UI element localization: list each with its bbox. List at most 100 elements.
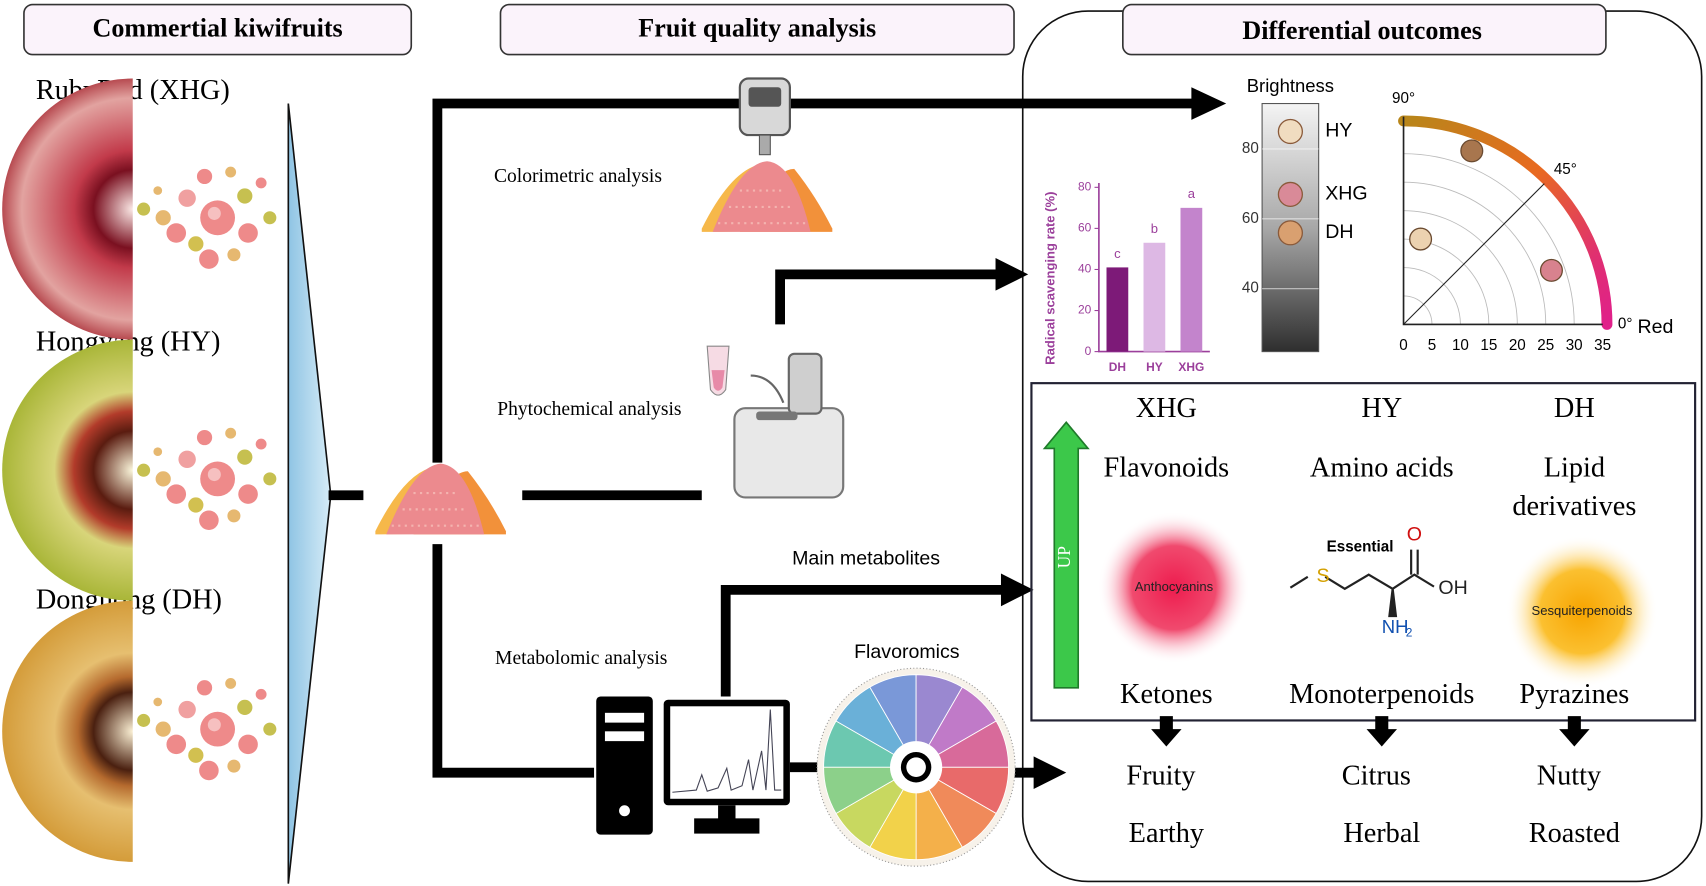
particles: [137, 427, 277, 531]
powder-pile: [374, 462, 508, 536]
y-tick-label: 80: [1242, 140, 1259, 157]
flow-line: [720, 584, 1004, 697]
down-arrow: [1151, 716, 1182, 747]
metabolite-class: Lipid: [1544, 453, 1605, 484]
analysis-label: Colorimetric analysis: [494, 166, 662, 187]
hue-arc: [1398, 115, 1613, 330]
significance-label: b: [1151, 221, 1158, 236]
compound-label: Anthocyanins: [1135, 579, 1214, 594]
point-label: HY: [1325, 120, 1352, 142]
brightness-point: [1277, 118, 1304, 145]
x-tick-label: 20: [1509, 337, 1526, 354]
y-tick-label: 40: [1078, 262, 1092, 276]
x-tick-label: HY: [1146, 360, 1163, 374]
y-axis-label: Radical scavenging rate (%): [1042, 192, 1057, 365]
x-tick-label: 0: [1399, 337, 1407, 354]
metabolite-box: [1030, 382, 1697, 722]
y-tick-label: 60: [1078, 221, 1092, 235]
point-label: DH: [1325, 221, 1353, 243]
flavor-label: Fruity: [1126, 761, 1196, 792]
flavor-label: Roasted: [1529, 818, 1620, 849]
brightness-point: [1277, 220, 1304, 246]
metabolite-class: Flavonoids: [1104, 453, 1230, 484]
x-tick-label: 5: [1428, 337, 1436, 354]
compound-label: Essential: [1327, 538, 1394, 555]
methionine: [1289, 549, 1435, 618]
metabolite-class: derivatives: [1512, 491, 1636, 522]
powder-pile: [700, 160, 834, 234]
analysis-label: Phytochemical analysis: [497, 399, 681, 420]
y-tick-label: 60: [1242, 210, 1259, 227]
cultivar-heading: HY: [1361, 393, 1402, 424]
spectrophotometer: [706, 345, 845, 499]
arrow-head: [1033, 756, 1067, 789]
kiwi-gold: [2, 600, 133, 862]
atom-label: OH: [1438, 577, 1467, 599]
metabolite-class: Amino acids: [1310, 453, 1454, 484]
x-tick-label: XHG: [1178, 360, 1204, 374]
up-arrow: [1042, 421, 1090, 689]
compound-blob: [1505, 535, 1659, 688]
compound-blob: [1097, 511, 1251, 664]
flavor-label: Nutty: [1537, 761, 1602, 792]
header-title: Commertial kiwifruits: [93, 14, 343, 43]
x-axis-label: Red: [1637, 316, 1673, 338]
plate: [906, 757, 926, 778]
analysis-label: Metabolomic analysis: [495, 648, 667, 669]
arrow-head: [995, 258, 1029, 291]
flow-line: [775, 269, 999, 325]
y-tick-label: 20: [1078, 303, 1092, 317]
flow-line: [432, 544, 595, 778]
down-arrow: [1366, 716, 1398, 747]
outcome-columns: XHG Flavonoids Anthocyanins Ketones Fruity Ea…: [1097, 393, 1659, 849]
outcomes-panel: [1021, 10, 1703, 883]
atom-label: NH: [1382, 616, 1409, 637]
up-label: UP: [1054, 546, 1074, 568]
flavor-label: Earthy: [1129, 818, 1205, 849]
y-tick-label: 40: [1242, 280, 1259, 297]
flavor-wheel: [816, 667, 1016, 867]
cultivar-heading: XHG: [1136, 393, 1197, 424]
brightness-chart: Brightness 40 60 80 HY XHG DH: [1242, 75, 1368, 353]
kiwi-green: [2, 339, 133, 601]
angle-label: 90°: [1392, 90, 1415, 107]
significance-label: a: [1188, 186, 1196, 201]
flavor-label: Citrus: [1342, 761, 1411, 792]
x-tick-label: 30: [1566, 337, 1583, 354]
analysis-label: Flavoromics: [854, 641, 960, 663]
header-box: [1122, 3, 1607, 56]
header-box: [23, 3, 413, 56]
angle-line: [1403, 183, 1545, 325]
colorimeter: [738, 77, 791, 156]
down-arrow: [1559, 716, 1590, 747]
bar: [1180, 207, 1203, 352]
aroma-class: Ketones: [1120, 679, 1213, 710]
significance-label: c: [1114, 246, 1121, 261]
aroma-class: Pyrazines: [1519, 679, 1629, 710]
particles: [137, 678, 277, 781]
hue-point: [1539, 258, 1563, 282]
bar: [1143, 242, 1166, 352]
atom-label: 2: [1406, 626, 1413, 640]
kiwi-halves: [2, 78, 133, 862]
header-title: Differential outcomes: [1242, 16, 1482, 45]
bar: [1106, 267, 1129, 352]
hue-point: [1460, 139, 1484, 163]
point-label: XHG: [1325, 183, 1367, 205]
funnel: [287, 103, 332, 884]
flow-line: [432, 98, 1195, 463]
brightness-point: [1277, 181, 1304, 208]
header-title: Fruit quality analysis: [638, 14, 876, 43]
hue-chart: 0 5 10 15 20 25 30 35 90° 45° 0° Red: [1392, 90, 1673, 354]
y-tick-label: 0: [1085, 344, 1092, 358]
cultivar-heading: DH: [1554, 393, 1595, 424]
angle-label: 0°: [1618, 315, 1633, 332]
x-tick-label: 25: [1537, 337, 1554, 354]
bar-chart: 0 20 40 60 80 DH c HY b XHG a Radical scavenging ra…: [1042, 179, 1210, 374]
atom-label: O: [1407, 524, 1422, 546]
angle-label: 45°: [1554, 161, 1577, 178]
kiwi-red: [2, 78, 133, 340]
arrow-head: [1191, 87, 1227, 120]
